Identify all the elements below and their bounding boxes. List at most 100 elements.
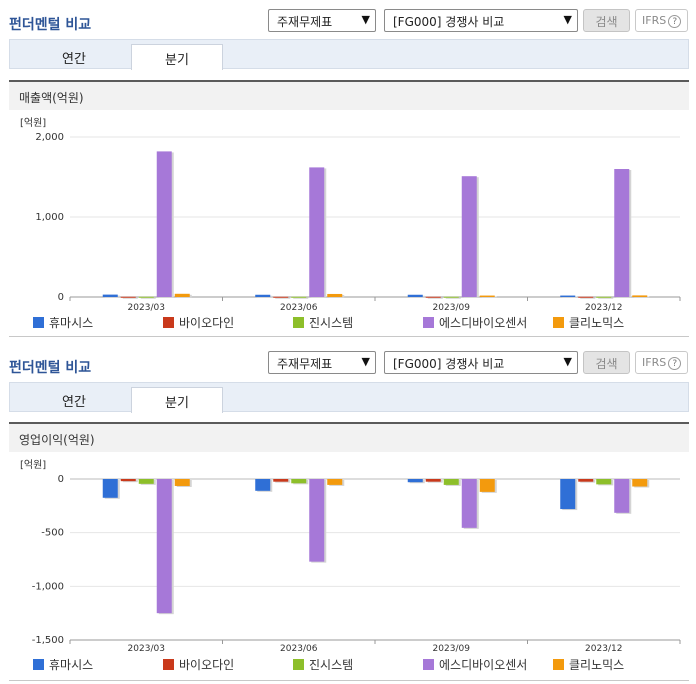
statement-select-value: 주재무제표 <box>277 357 333 371</box>
legend-label: 에스디바이오센서 <box>439 658 528 672</box>
help-icon: ? <box>668 357 682 370</box>
peer-group-select-value: [FG000] 경쟁사 비교 <box>393 15 505 29</box>
bar[interactable] <box>632 479 648 487</box>
legend-item[interactable]: 바이오다인 <box>163 314 234 331</box>
peer-group-select[interactable]: [FG000] 경쟁사 비교 ▼ <box>384 9 578 32</box>
bar[interactable] <box>327 479 343 485</box>
legend-label: 클리노믹스 <box>569 658 625 672</box>
legend-swatch <box>33 659 44 670</box>
legend-item[interactable]: 클리노믹스 <box>553 656 624 673</box>
bar[interactable] <box>407 479 423 483</box>
bar[interactable] <box>425 296 441 298</box>
bar[interactable] <box>596 479 612 485</box>
x-tick-label: 2023/12 <box>585 303 622 312</box>
x-tick-label: 2023/03 <box>128 644 165 654</box>
bar[interactable] <box>120 296 136 298</box>
peer-group-select[interactable]: [FG000] 경쟁사 비교 ▼ <box>384 351 578 374</box>
legend-swatch <box>553 317 564 328</box>
bar[interactable] <box>102 294 118 297</box>
bar[interactable] <box>327 293 343 297</box>
legend-item[interactable]: 진시스템 <box>293 656 353 673</box>
bar[interactable] <box>578 479 594 482</box>
bar[interactable] <box>632 295 648 297</box>
bar-shadow <box>598 297 614 299</box>
legend-label: 바이오다인 <box>179 316 235 330</box>
legend-swatch <box>423 317 434 328</box>
bar[interactable] <box>291 479 307 484</box>
tab-annual[interactable]: 연간 <box>62 52 86 67</box>
legend-item[interactable]: 휴마시스 <box>33 656 93 673</box>
panel-title: 펀더멘털 비교 <box>9 17 92 33</box>
bar[interactable] <box>255 294 271 297</box>
ifrs-help-button[interactable]: IFRS? <box>635 351 688 374</box>
bar[interactable] <box>255 479 271 491</box>
operating-profit-chart: [억원] -1,500 -1,000 -500 0 2023/03 2023/06 2023/… <box>20 459 681 654</box>
legend-item[interactable]: 진시스템 <box>293 314 353 331</box>
bar[interactable] <box>273 479 289 482</box>
bar[interactable] <box>156 151 172 297</box>
bar-shadow <box>445 297 461 299</box>
bar[interactable] <box>443 296 459 298</box>
bar[interactable] <box>174 293 190 297</box>
y-axis-unit-label: [억원] <box>20 117 46 129</box>
bar[interactable] <box>560 295 576 297</box>
bar[interactable] <box>156 479 172 614</box>
revenue-chart: [억원] 0 1,000 2,000 2023/03 2023/06 2023/09 2023… <box>20 117 681 312</box>
bar[interactable] <box>425 479 441 482</box>
x-tick-label: 2023/09 <box>433 644 471 654</box>
bar[interactable] <box>309 479 325 562</box>
x-tick-label: 2023/03 <box>128 303 165 312</box>
bar[interactable] <box>138 296 154 298</box>
ifrs-help-button[interactable]: IFRS? <box>635 9 688 32</box>
bar-shadow <box>275 297 291 299</box>
bar[interactable] <box>461 479 477 528</box>
tab-quarterly[interactable]: 분기 <box>131 44 223 70</box>
y-tick-label: 1,000 <box>35 212 64 223</box>
x-tick-label: 2023/09 <box>433 303 471 312</box>
legend-item[interactable]: 휴마시스 <box>33 314 93 331</box>
divider <box>9 680 689 681</box>
bar[interactable] <box>479 479 495 492</box>
bar[interactable] <box>578 296 594 298</box>
chevron-down-icon: ▼ <box>563 13 572 26</box>
y-tick-label: -1,500 <box>32 635 64 646</box>
bar[interactable] <box>174 479 190 486</box>
tab-annual[interactable]: 연간 <box>62 395 86 410</box>
legend-swatch <box>293 317 304 328</box>
tab-quarterly[interactable]: 분기 <box>131 387 223 413</box>
bar[interactable] <box>273 296 289 298</box>
bar[interactable] <box>407 294 423 297</box>
bar[interactable] <box>614 169 630 297</box>
legend-swatch <box>423 659 434 670</box>
legend-item[interactable]: 에스디바이오센서 <box>423 656 527 673</box>
bar[interactable] <box>461 176 477 297</box>
legend-label: 진시스템 <box>309 316 354 330</box>
search-button[interactable]: 검색 <box>583 9 630 32</box>
bar-shadow <box>580 297 596 299</box>
bar-shadow <box>140 297 156 299</box>
bar[interactable] <box>479 295 495 297</box>
legend-item[interactable]: 클리노믹스 <box>553 314 624 331</box>
panel-operating-profit: 펀더멘털 비교 주재무제표 ▼ [FG000] 경쟁사 비교 ▼ 검색 IFRS… <box>0 342 696 684</box>
bar[interactable] <box>596 296 612 298</box>
bar-shadow <box>481 296 497 298</box>
legend-item[interactable]: 에스디바이오센서 <box>423 314 527 331</box>
divider <box>9 336 689 337</box>
bar[interactable] <box>443 479 459 485</box>
legend-swatch <box>293 659 304 670</box>
legend-label: 휴마시스 <box>49 658 94 672</box>
bar[interactable] <box>138 479 154 484</box>
y-axis-unit-label: [억원] <box>20 459 46 471</box>
bar[interactable] <box>120 479 136 482</box>
statement-select[interactable]: 주재무제표 ▼ <box>268 351 376 374</box>
bar[interactable] <box>560 479 576 510</box>
x-tick-label: 2023/06 <box>280 303 318 312</box>
bar[interactable] <box>291 296 307 298</box>
chevron-down-icon: ▼ <box>563 355 572 368</box>
bar[interactable] <box>309 167 325 297</box>
statement-select[interactable]: 주재무제표 ▼ <box>268 9 376 32</box>
legend-item[interactable]: 바이오다인 <box>163 656 234 673</box>
bar[interactable] <box>614 479 630 513</box>
search-button[interactable]: 검색 <box>583 351 630 374</box>
bar[interactable] <box>102 479 118 498</box>
